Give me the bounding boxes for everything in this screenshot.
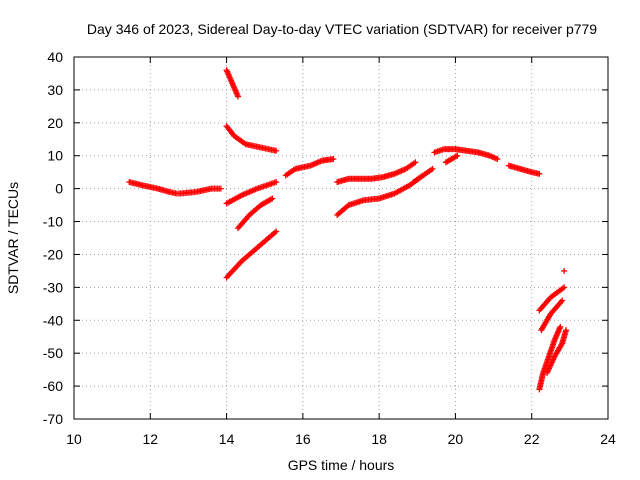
data-point [561,284,568,291]
data-point [559,297,566,304]
x-tick-label: 14 [219,431,235,447]
y-tick-label: -70 [43,411,63,427]
y-axis-title: SDTVAR / TECUs [5,182,21,294]
tick-marks [73,56,609,420]
data-point [494,156,501,163]
data-point [273,147,280,154]
x-tick-label: 24 [600,431,616,447]
grid-layer [74,57,608,419]
y-tick-label: -50 [43,345,63,361]
x-tick-label: 20 [448,431,464,447]
y-tick-label: -30 [43,279,63,295]
chart-title: Day 346 of 2023, Sidereal Day-to-day VTE… [87,21,597,37]
x-tick-label: 10 [66,431,82,447]
data-point [217,185,224,192]
data-point [269,195,276,202]
x-tick-label: 16 [295,431,311,447]
y-tick-label: 10 [47,148,63,164]
data-point [557,323,564,330]
y-tick-label: 30 [47,82,63,98]
data-point [454,152,461,159]
x-tick-labels: 10 12 14 16 18 20 22 24 [66,431,616,447]
y-tick-label: 20 [47,115,63,131]
data-point [563,327,570,334]
data-point [273,228,280,235]
y-tick-label: 0 [55,181,63,197]
x-tick-label: 12 [142,431,158,447]
data-point [561,267,568,274]
y-tick-label: -20 [43,246,63,262]
data-point [273,179,280,186]
data-point [536,170,543,177]
y-tick-label: 40 [47,49,63,65]
x-axis-title: GPS time / hours [288,457,395,473]
y-tick-label: -10 [43,214,63,230]
y-tick-label: -40 [43,312,63,328]
x-tick-label: 18 [371,431,387,447]
data-point [330,156,337,163]
y-tick-label: -60 [43,378,63,394]
plot-frame [73,56,609,420]
y-tick-labels: -70 -60 -50 -40 -30 -20 -10 0 10 20 30 40 [43,49,63,427]
data-points [126,67,570,393]
data-point [412,159,419,166]
data-point [235,93,242,100]
data-point [429,165,436,172]
x-tick-label: 22 [524,431,540,447]
